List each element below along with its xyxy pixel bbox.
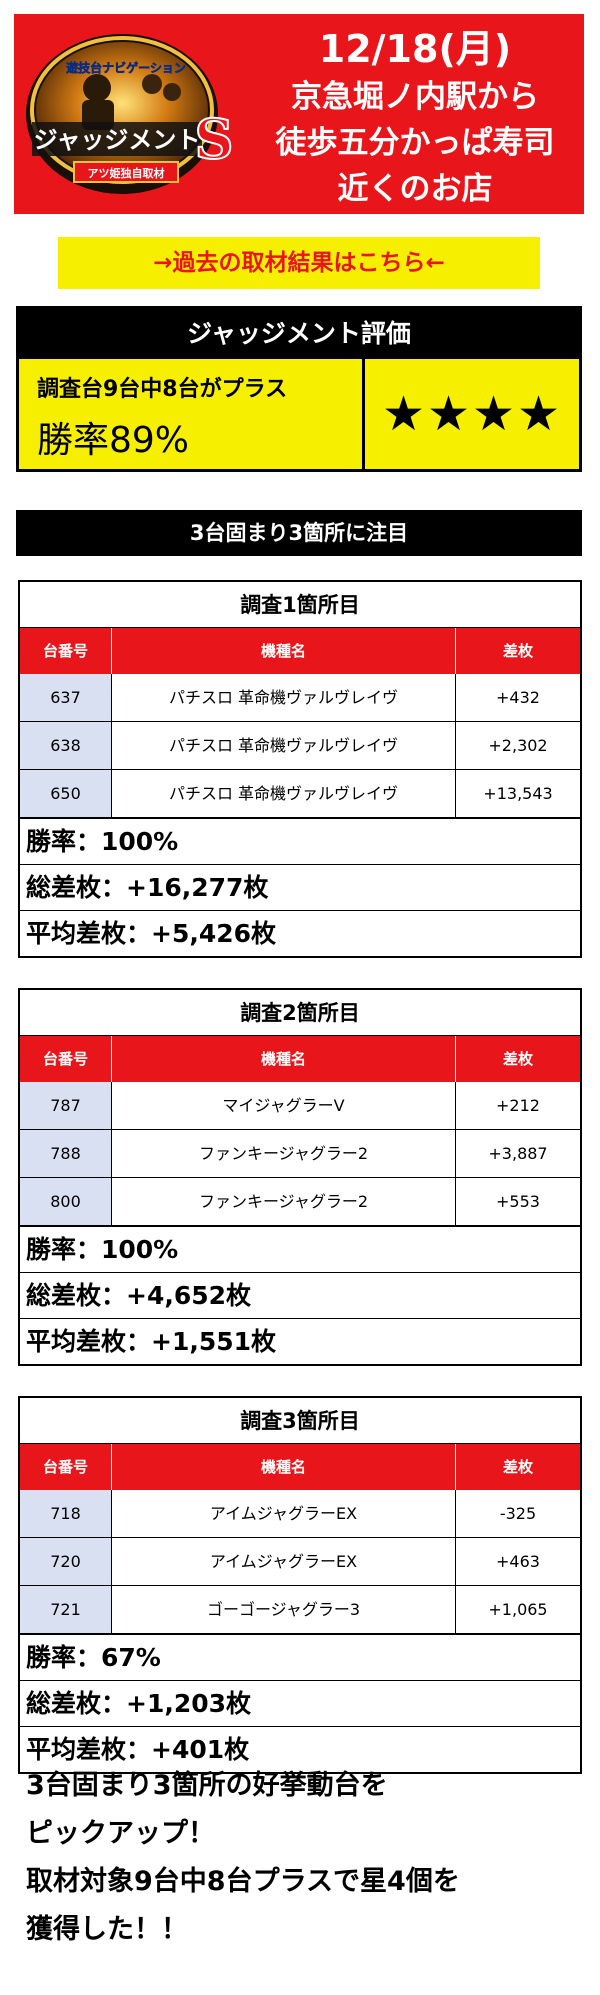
section-title: 3台固まり3箇所に注目: [16, 510, 582, 556]
machine-number: 721: [20, 1586, 112, 1633]
difference-value: +463: [496, 1552, 540, 1571]
difference-value: +3,887: [488, 1144, 548, 1163]
difference-value: +432: [496, 688, 540, 707]
difference-value: +553: [496, 1192, 540, 1211]
machine-name: ファンキージャグラー2: [112, 1130, 456, 1177]
survey-block-1: 調査1箇所目 台番号 機種名 差枚 637 パチスロ 革命機ヴァルヴレイヴ +4…: [18, 580, 582, 958]
header-banner: 遊技台ナビゲーション ジャッジメント S アツ姫独自取材 12/18(月) 京急…: [14, 14, 584, 214]
header-text: 12/18(月) 京急堀ノ内駅から 徒歩五分かっぱ寿司 近くのお店: [246, 24, 584, 212]
machine-name: アイムジャグラーEX: [112, 1538, 456, 1585]
table-row: 720 アイムジャグラーEX +463: [20, 1538, 580, 1586]
survey-block-2: 調査2箇所目 台番号 機種名 差枚 787 マイジャグラーV +212 788 …: [18, 988, 582, 1366]
column-machine-name: 機種名: [112, 628, 456, 674]
survey-title: 調査2箇所目: [20, 990, 580, 1036]
column-machine-number: 台番号: [20, 628, 112, 674]
machine-number: 720: [20, 1538, 112, 1585]
difference-value: +212: [496, 1096, 540, 1115]
table-row: 787 マイジャグラーV +212: [20, 1082, 580, 1130]
win-rate: 勝率：100%: [20, 1226, 580, 1272]
machine-name: マイジャグラーV: [112, 1082, 456, 1129]
comment-line-4: 獲得した！！: [26, 1914, 188, 1945]
machine-name: ゴーゴージャグラー3: [112, 1586, 456, 1633]
difference-value: +2,302: [488, 736, 548, 755]
survey-title: 調査1箇所目: [20, 582, 580, 628]
column-machine-number: 台番号: [20, 1444, 112, 1490]
table-header: 台番号 機種名 差枚: [20, 628, 580, 674]
header-date: 12/18(月): [318, 27, 512, 71]
comment-text: 3台固まり3箇所の好挙動台を ピックアップ！ 取材対象9台中8台プラスで星4個を…: [26, 1762, 586, 1954]
table-row: 788 ファンキージャグラー2 +3,887: [20, 1130, 580, 1178]
evaluation-summary-text: 調査台9台中8台がプラス: [37, 377, 288, 402]
machine-number: 638: [20, 722, 112, 769]
machine-name: パチスロ 革命機ヴァルヴレイヴ: [112, 674, 456, 721]
svg-text:アツ姫独自取材: アツ姫独自取材: [88, 166, 165, 180]
svg-text:遊技台ナビゲーション: 遊技台ナビゲーション: [66, 60, 186, 75]
difference-value: -325: [499, 1504, 537, 1523]
column-machine-name: 機種名: [112, 1444, 456, 1490]
average-difference: 平均差枚：+5,426枚: [20, 910, 580, 956]
table-header: 台番号 機種名 差枚: [20, 1444, 580, 1490]
table-row: 637 パチスロ 革命機ヴァルヴレイヴ +432: [20, 674, 580, 722]
average-difference: 平均差枚：+401枚: [20, 1726, 580, 1772]
table-header: 台番号 機種名 差枚: [20, 1036, 580, 1082]
judgment-s-logo: 遊技台ナビゲーション ジャッジメント S アツ姫独自取材: [26, 34, 235, 194]
total-difference: 総差枚：+4,652枚: [20, 1272, 580, 1318]
machine-name: ファンキージャグラー2: [112, 1178, 456, 1225]
machine-number: 718: [20, 1490, 112, 1537]
difference-value: +1,065: [488, 1600, 548, 1619]
column-machine-name: 機種名: [112, 1036, 456, 1082]
table-row: 638 パチスロ 革命機ヴァルヴレイヴ +2,302: [20, 722, 580, 770]
header-line-3: 近くのお店: [337, 171, 493, 207]
evaluation-summary: 調査台9台中8台がプラス 勝率89%: [19, 359, 365, 469]
comment-line-2: ピックアップ！: [26, 1818, 215, 1849]
win-rate: 勝率：67%: [20, 1634, 580, 1680]
total-difference: 総差枚：+1,203枚: [20, 1680, 580, 1726]
past-results-link[interactable]: →過去の取材結果はこちら←: [58, 237, 540, 289]
evaluation-title: ジャッジメント評価: [19, 309, 579, 359]
machine-name: パチスロ 革命機ヴァルヴレイヴ: [112, 722, 456, 769]
table-row: 800 ファンキージャグラー2 +553: [20, 1178, 580, 1226]
comment-line-1: 3台固まり3箇所の好挙動台を: [26, 1770, 388, 1801]
svg-text:S: S: [195, 107, 234, 171]
machine-number: 788: [20, 1130, 112, 1177]
table-row: 721 ゴーゴージャグラー3 +1,065: [20, 1586, 580, 1634]
evaluation-win-rate: 勝率89%: [37, 420, 190, 461]
machine-number: 637: [20, 674, 112, 721]
column-difference: 差枚: [502, 1458, 533, 1476]
header-line-1: 京急堀ノ内駅から: [291, 79, 539, 115]
machine-number: 787: [20, 1082, 112, 1129]
comment-line-3: 取材対象9台中8台プラスで星4個を: [26, 1866, 460, 1897]
win-rate: 勝率：100%: [20, 818, 580, 864]
machine-number: 650: [20, 770, 112, 817]
table-row: 718 アイムジャグラーEX -325: [20, 1490, 580, 1538]
table-row: 650 パチスロ 革命機ヴァルヴレイヴ +13,543: [20, 770, 580, 818]
machine-number: 800: [20, 1178, 112, 1225]
average-difference: 平均差枚：+1,551枚: [20, 1318, 580, 1364]
column-machine-number: 台番号: [20, 1036, 112, 1082]
svg-text:ジャッジメント: ジャッジメント: [34, 126, 201, 154]
survey-title: 調査3箇所目: [20, 1398, 580, 1444]
header-line-2: 徒歩五分かっぱ寿司: [275, 125, 555, 161]
total-difference: 総差枚：+16,277枚: [20, 864, 580, 910]
survey-block-3: 調査3箇所目 台番号 機種名 差枚 718 アイムジャグラーEX -325 72…: [18, 1396, 582, 1774]
column-difference: 差枚: [502, 642, 533, 660]
evaluation-stars: ★★★★: [365, 359, 579, 469]
machine-name: パチスロ 革命機ヴァルヴレイヴ: [112, 770, 456, 817]
column-difference: 差枚: [502, 1050, 533, 1068]
difference-value: +13,543: [483, 784, 553, 803]
judgment-evaluation: ジャッジメント評価 調査台9台中8台がプラス 勝率89% ★★★★: [16, 306, 582, 472]
machine-name: アイムジャグラーEX: [112, 1490, 456, 1537]
